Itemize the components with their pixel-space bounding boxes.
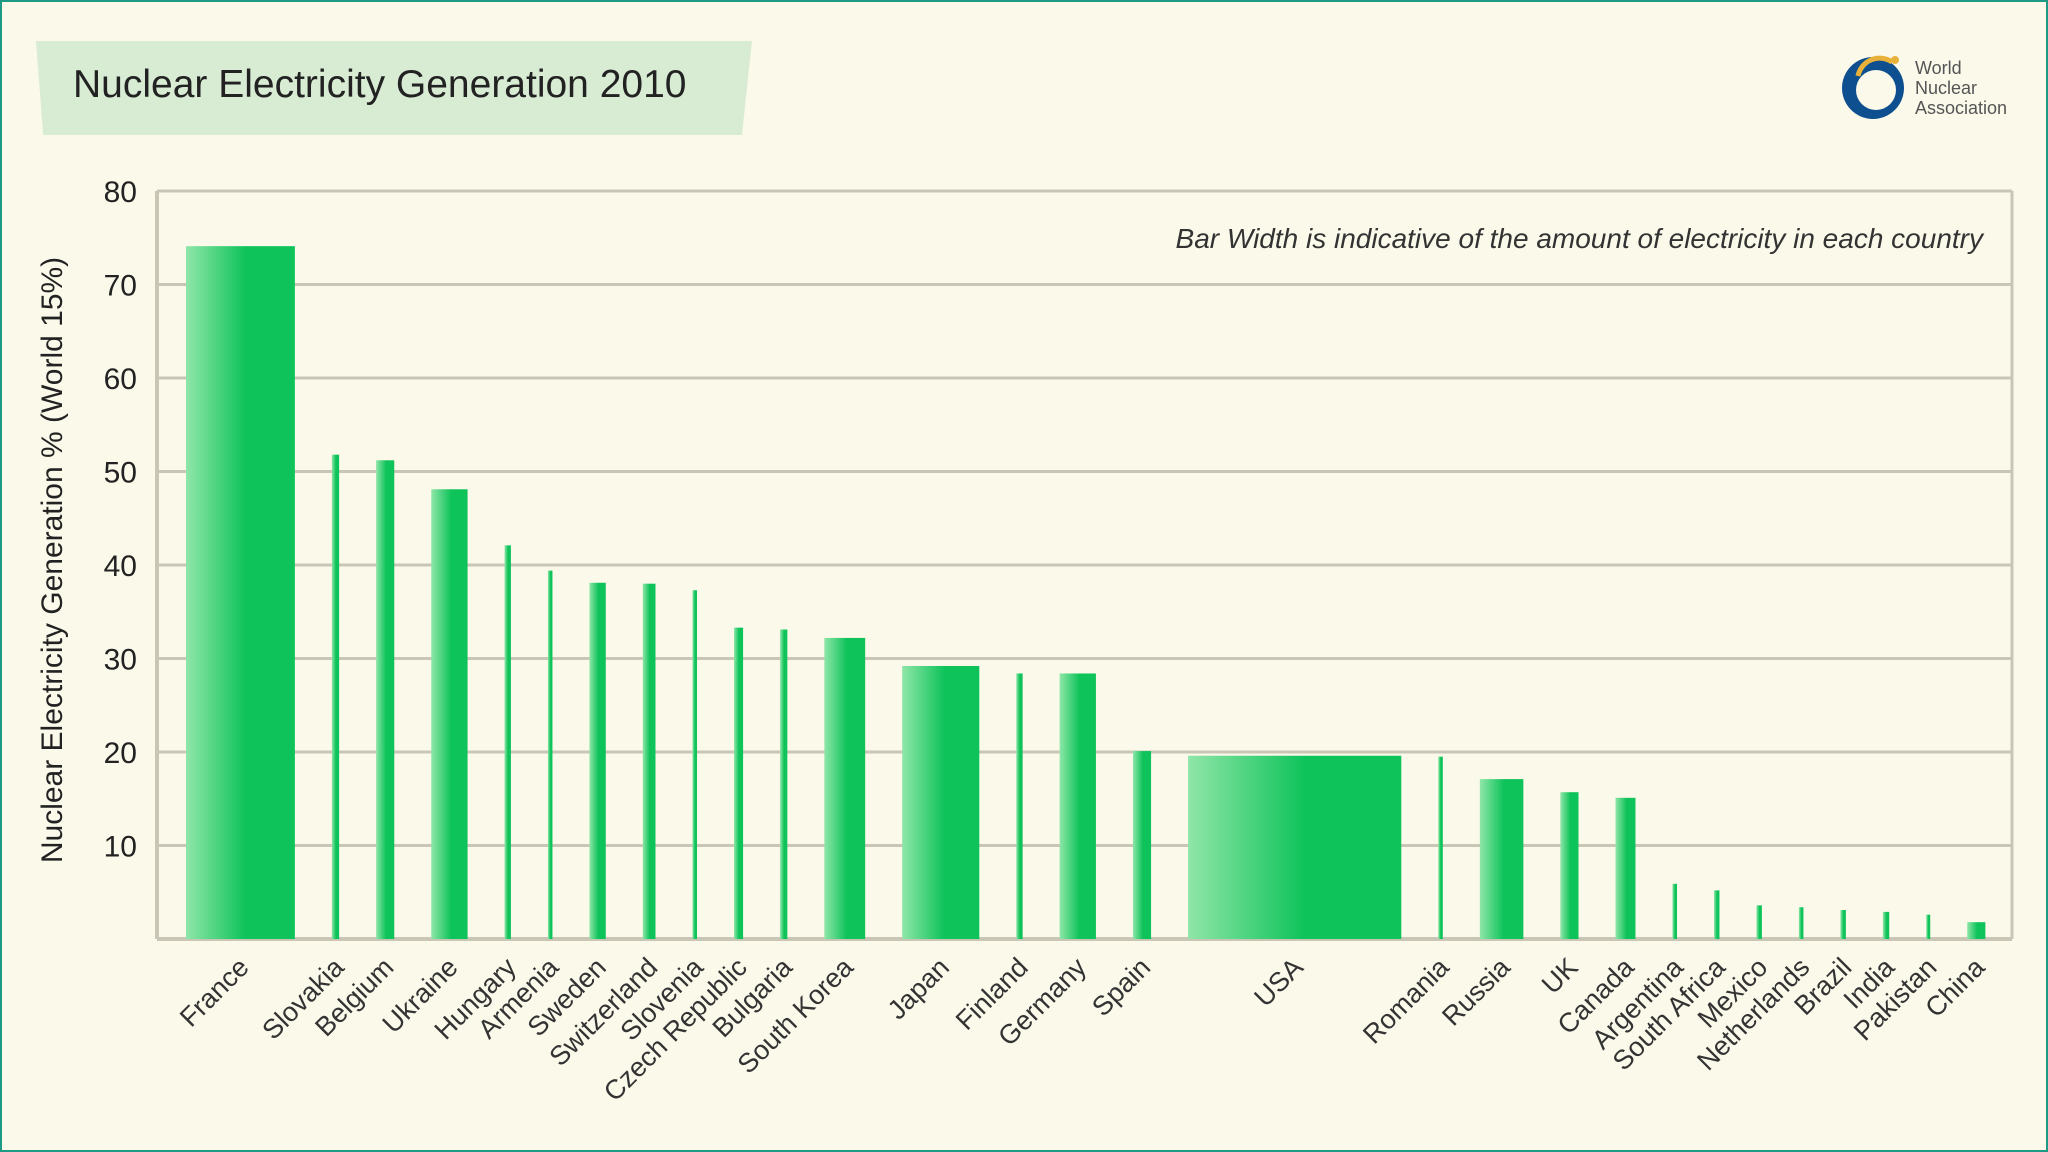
- x-tick-label: France: [174, 952, 255, 1033]
- bar-finland: [1016, 673, 1023, 939]
- x-tick-label: Romania: [1357, 951, 1455, 1049]
- x-tick-label: Japan: [882, 952, 955, 1025]
- y-tick-label: 30: [104, 644, 137, 677]
- x-tick-label: USA: [1248, 952, 1308, 1012]
- bar-slovenia: [692, 590, 698, 939]
- logo-text-line-2: Nuclear: [1915, 78, 1977, 98]
- bar-japan: [902, 665, 980, 939]
- bar-south-africa: [1714, 890, 1720, 939]
- y-axis-label: Nuclear Electricity Generation % (World …: [36, 257, 69, 863]
- bar-usa: [1188, 755, 1402, 939]
- y-tick-label: 50: [104, 457, 137, 490]
- y-tick-label: 70: [104, 270, 137, 303]
- bar-france: [186, 246, 295, 940]
- y-tick-label: 40: [104, 550, 137, 583]
- bar-uk: [1560, 792, 1579, 939]
- bar-czech-republic: [734, 627, 744, 939]
- logo-text-line-3: Association: [1915, 98, 2007, 118]
- x-tick-label: Russia: [1436, 951, 1516, 1031]
- y-tick-label: 10: [104, 831, 137, 864]
- bar-hungary: [504, 545, 511, 939]
- bar-armenia: [547, 570, 553, 939]
- bar-germany: [1059, 673, 1096, 939]
- x-tick-label: Spain: [1086, 952, 1156, 1022]
- bar-argentina: [1672, 883, 1678, 939]
- bar-russia: [1479, 779, 1524, 939]
- chart-title: Nuclear Electricity Generation 2010: [73, 63, 687, 106]
- bar-spain: [1132, 751, 1152, 939]
- bar-bulgaria: [780, 629, 788, 939]
- world-nuclear-association-logo: World Nuclear Association: [1842, 55, 2007, 119]
- bar-ukraine: [431, 489, 468, 939]
- bar-brazil: [1840, 910, 1846, 939]
- bar-canada: [1615, 797, 1636, 939]
- x-tick-labels: France SlovakiaBelgiumUkraineHungaryArmen…: [174, 951, 1991, 1107]
- bar-switzerland: [642, 583, 656, 939]
- bar-sweden: [589, 582, 606, 939]
- y-tick-label: 20: [104, 737, 137, 770]
- bar-romania: [1438, 756, 1443, 939]
- bar-width-annotation: Bar Width is indicative of the amount of…: [1176, 223, 1985, 254]
- bars: [186, 246, 1986, 940]
- x-tick-label: UK: [1536, 952, 1584, 1000]
- bar-mexico: [1756, 905, 1762, 939]
- bar-belgium: [376, 460, 395, 939]
- bar-pakistan: [1926, 914, 1931, 939]
- logo-arc-icon: [1855, 55, 1894, 77]
- y-tick-label: 80: [104, 176, 137, 209]
- bar-india: [1882, 911, 1890, 939]
- bar-netherlands: [1798, 907, 1804, 939]
- bar-south-korea: [824, 637, 866, 939]
- bar-china: [1967, 922, 1986, 939]
- logo-text-line-1: World: [1915, 58, 1962, 78]
- bar-slovakia: [331, 454, 340, 939]
- y-tick-label: 60: [104, 363, 137, 396]
- title-banner: [36, 41, 752, 135]
